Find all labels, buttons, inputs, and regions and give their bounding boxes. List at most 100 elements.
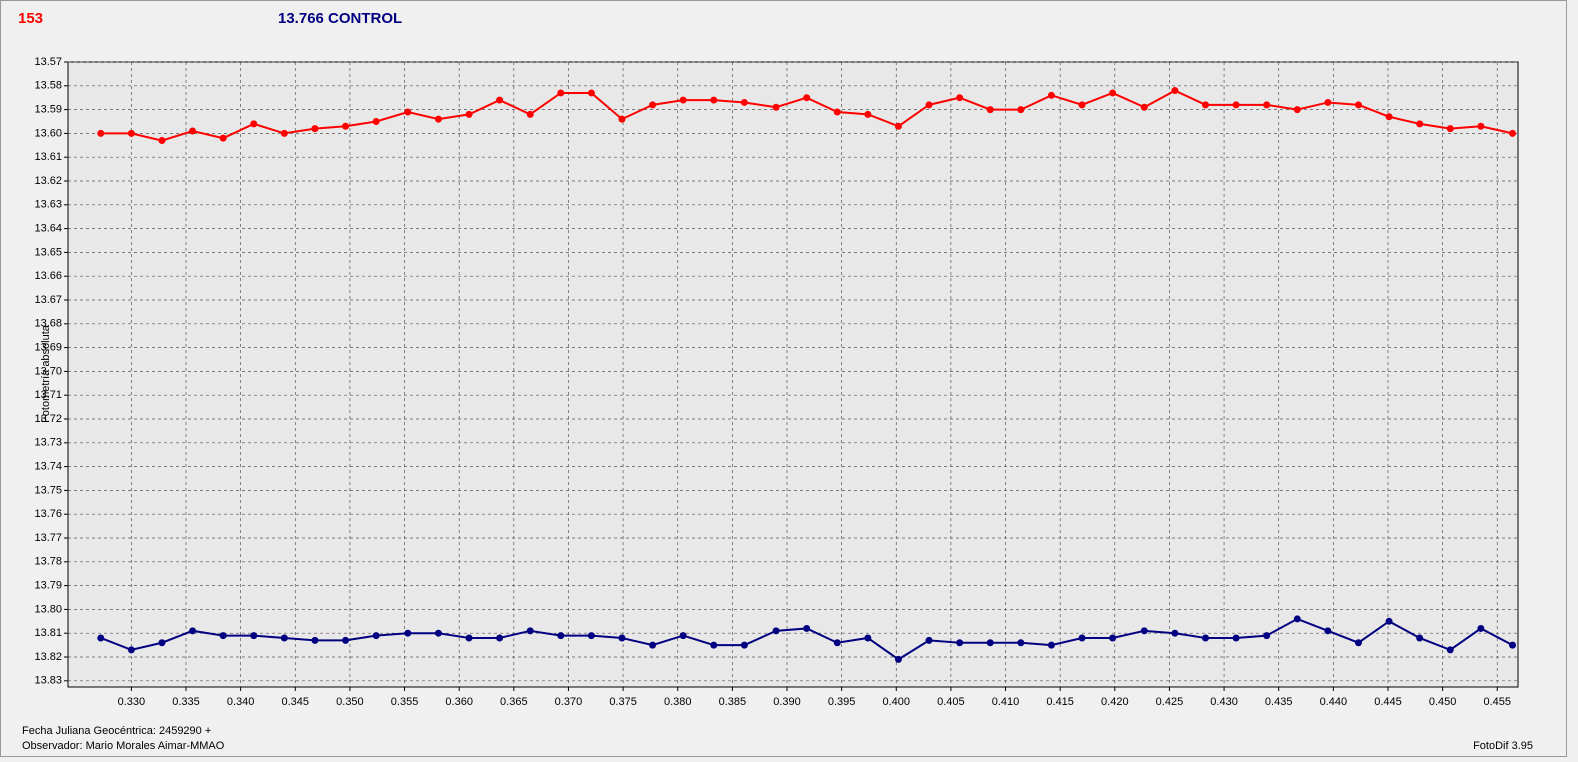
y-tick-label: 13.69 <box>34 342 62 354</box>
x-tick-label: 0.440 <box>1320 696 1348 708</box>
y-tick-label: 13.80 <box>34 603 62 615</box>
footer-observer: Observador: Mario Morales Aimar-MMAO <box>22 740 225 752</box>
data-point <box>894 122 902 130</box>
data-point <box>97 634 105 642</box>
x-tick-label: 0.360 <box>445 696 473 708</box>
data-point <box>710 96 718 104</box>
x-tick-label: 0.410 <box>992 696 1020 708</box>
data-point <box>127 129 135 137</box>
data-point <box>158 137 166 145</box>
data-point <box>1354 101 1362 109</box>
y-tick-label: 13.71 <box>34 389 62 401</box>
data-point <box>864 634 872 642</box>
data-point <box>404 108 412 116</box>
data-point <box>250 120 258 128</box>
data-point <box>649 101 657 109</box>
data-point <box>1171 629 1179 637</box>
data-point <box>679 632 687 640</box>
x-tick-label: 0.435 <box>1265 696 1293 708</box>
y-tick-label: 13.62 <box>34 175 62 187</box>
y-tick-label: 13.65 <box>34 246 62 258</box>
data-point <box>311 636 319 644</box>
x-tick-label: 0.350 <box>336 696 364 708</box>
data-point <box>1509 641 1517 649</box>
y-tick-label: 13.70 <box>34 365 62 377</box>
y-tick-label: 13.81 <box>34 627 62 639</box>
data-point <box>557 632 565 640</box>
data-point <box>1109 89 1117 97</box>
legend-entry: 153 <box>18 10 43 27</box>
data-point <box>1446 646 1454 654</box>
data-point <box>956 94 964 102</box>
data-point <box>526 627 534 635</box>
x-tick-label: 0.340 <box>227 696 255 708</box>
data-point <box>280 129 288 137</box>
data-point <box>1047 641 1055 649</box>
data-point <box>1477 122 1485 130</box>
data-point <box>372 118 380 126</box>
data-point <box>1293 106 1301 114</box>
data-point <box>1109 634 1117 642</box>
x-tick-label: 0.380 <box>664 696 692 708</box>
plot-area <box>67 61 1519 688</box>
data-point <box>1078 634 1086 642</box>
y-tick-label: 13.75 <box>34 484 62 496</box>
data-point <box>833 639 841 647</box>
data-point <box>618 115 626 123</box>
data-point <box>496 634 504 642</box>
y-tick-label: 13.66 <box>34 270 62 282</box>
data-point <box>342 636 350 644</box>
y-tick-label: 13.79 <box>34 580 62 592</box>
x-tick-label: 0.420 <box>1101 696 1129 708</box>
x-tick-label: 0.375 <box>609 696 637 708</box>
y-tick-label: 13.60 <box>34 127 62 139</box>
data-point <box>1385 113 1393 121</box>
data-point <box>404 629 412 637</box>
data-point <box>280 634 288 642</box>
data-point <box>986 106 994 114</box>
legend-entry: 13.766 CONTROL <box>278 10 402 27</box>
x-tick-label: 0.390 <box>773 696 801 708</box>
x-tick-label: 0.425 <box>1156 696 1184 708</box>
y-tick-label: 13.73 <box>34 437 62 449</box>
data-point <box>925 636 933 644</box>
data-point <box>1416 634 1424 642</box>
y-tick-label: 13.72 <box>34 413 62 425</box>
data-point <box>1509 129 1517 137</box>
data-point <box>803 624 811 632</box>
data-point <box>1201 634 1209 642</box>
data-point <box>557 89 565 97</box>
data-point <box>679 96 687 104</box>
data-point <box>1416 120 1424 128</box>
x-tick-label: 0.345 <box>282 696 310 708</box>
x-tick-label: 0.330 <box>118 696 146 708</box>
x-tick-label: 0.415 <box>1046 696 1074 708</box>
data-point <box>587 632 595 640</box>
footer-date: Fecha Juliana Geocéntrica: 2459290 + <box>22 725 211 737</box>
data-point <box>434 629 442 637</box>
x-tick-label: 0.445 <box>1374 696 1402 708</box>
data-point <box>434 115 442 123</box>
y-axis-label: Fotometría absoluta <box>40 324 52 423</box>
data-point <box>189 627 197 635</box>
data-point <box>1263 101 1271 109</box>
x-tick-label: 0.455 <box>1483 696 1511 708</box>
data-point <box>587 89 595 97</box>
y-tick-label: 13.78 <box>34 556 62 568</box>
data-point <box>1078 101 1086 109</box>
y-tick-label: 13.68 <box>34 318 62 330</box>
data-point <box>710 641 718 649</box>
y-tick-label: 13.58 <box>34 80 62 92</box>
data-point <box>127 646 135 654</box>
data-point <box>311 125 319 133</box>
data-point <box>618 634 626 642</box>
x-tick-label: 0.400 <box>882 696 910 708</box>
data-point <box>740 98 748 106</box>
y-tick-label: 13.74 <box>34 461 62 473</box>
x-tick-label: 0.335 <box>172 696 200 708</box>
data-point <box>1017 639 1025 647</box>
x-tick-label: 0.450 <box>1429 696 1457 708</box>
data-point <box>1232 101 1240 109</box>
y-tick-label: 13.59 <box>34 104 62 116</box>
